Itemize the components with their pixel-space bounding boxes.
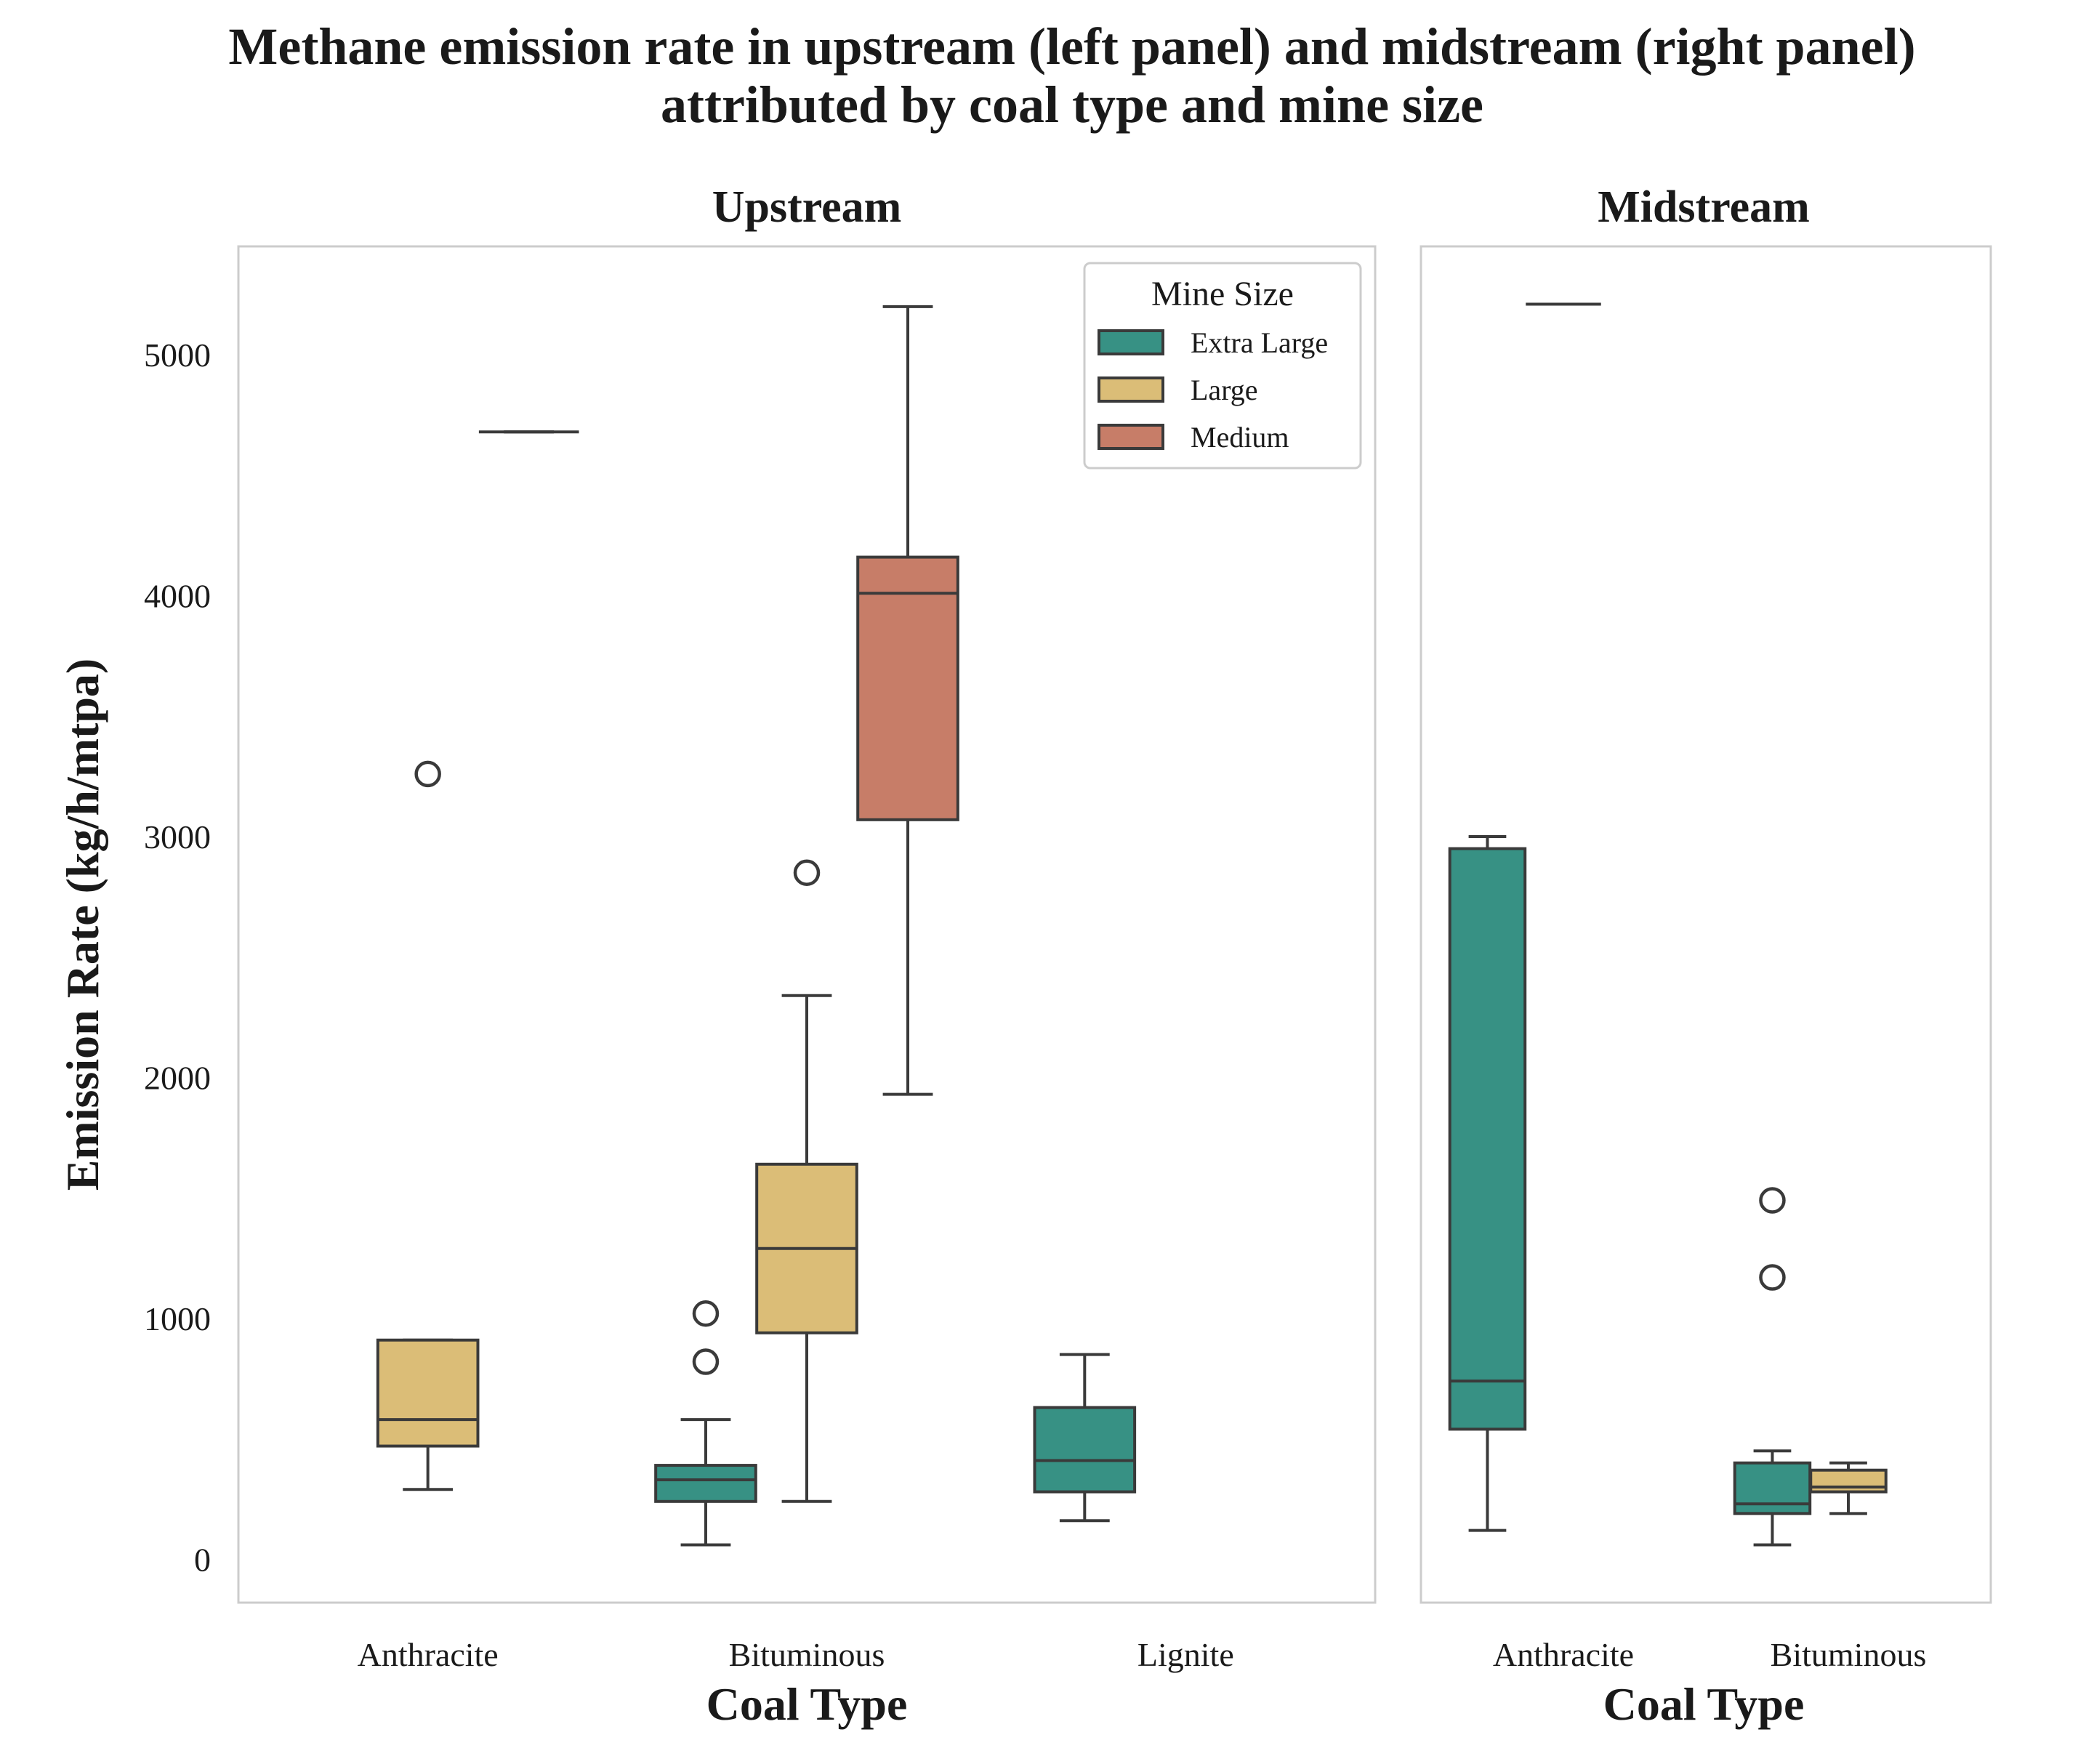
- panel-title-midstream: Midstream: [1598, 182, 1810, 232]
- legend-swatch-medium: [1098, 424, 1164, 450]
- x-tick-label-upstream-lignite: Lignite: [1137, 1636, 1234, 1673]
- legend-frame: [1083, 262, 1362, 470]
- plot-layer: 0 1000 2000 3000 4000 5000 Anthracite Bituminou…: [144, 302, 1927, 1673]
- x-tick-label-midstream-bituminous: Bituminous: [1771, 1636, 1927, 1673]
- box-upstream-bituminous-extra-large-flier-1: [692, 1300, 720, 1327]
- x-axis-label-upstream: Coal Type: [706, 1678, 908, 1730]
- x-axis-label-midstream: Coal Type: [1603, 1678, 1805, 1730]
- box-midstream-anthracite-extra-large-body: [1448, 847, 1527, 1431]
- legend-title: Mine Size: [1151, 275, 1294, 313]
- legend-swatch-large: [1098, 376, 1164, 403]
- box-upstream-bituminous-extra-large-body: [654, 1464, 757, 1503]
- box-upstream-bituminous-large-flier-0: [793, 859, 821, 886]
- y-tick-label-4000: 4000: [144, 578, 211, 615]
- box-midstream-bituminous-large-body: [1809, 1468, 1888, 1494]
- panel-title-upstream: Upstream: [712, 182, 902, 232]
- panel-frame-midstream: [1419, 245, 1992, 1604]
- box-midstream-bituminous-extra-large-flier-1: [1759, 1187, 1786, 1214]
- y-tick-label-2000: 2000: [144, 1059, 211, 1096]
- y-tick-label-5000: 5000: [144, 337, 211, 374]
- legend-label-extra-large: Extra Large: [1191, 326, 1328, 359]
- box-upstream-anthracite-large-body: [376, 1338, 480, 1448]
- box-upstream-bituminous-extra-large-flier-0: [692, 1348, 720, 1375]
- chart-title-line-2: attributed by coal type and mine size: [661, 76, 1483, 134]
- x-tick-label-upstream-bituminous: Bituminous: [729, 1636, 885, 1673]
- box-midstream-bituminous-extra-large-flier-0: [1759, 1264, 1786, 1291]
- x-tick-label-upstream-anthracite: Anthracite: [358, 1636, 499, 1673]
- y-tick-label-1000: 1000: [144, 1300, 211, 1337]
- panel-frame-upstream: [237, 245, 1377, 1604]
- y-axis-label: Emission Rate (kg/h/mtpa): [57, 659, 108, 1191]
- y-tick-label-3000: 3000: [144, 818, 211, 855]
- chart-title-line-1: Methane emission rate in upstream (left …: [228, 17, 1915, 76]
- legend-label-medium: Medium: [1191, 421, 1289, 454]
- box-upstream-anthracite-large-flier-0: [414, 760, 441, 788]
- box-upstream-bituminous-medium-body: [856, 555, 959, 821]
- legend-swatch-extra-large: [1098, 329, 1164, 355]
- y-tick-label-0: 0: [194, 1541, 211, 1578]
- legend: Mine Size Extra Large Large Medium: [1083, 262, 1362, 470]
- legend-label-large: Large: [1191, 374, 1258, 406]
- box-upstream-lignite-extra-large-body: [1033, 1406, 1137, 1494]
- x-tick-label-midstream-anthracite: Anthracite: [1493, 1636, 1634, 1673]
- box-midstream-bituminous-extra-large-body: [1733, 1461, 1812, 1515]
